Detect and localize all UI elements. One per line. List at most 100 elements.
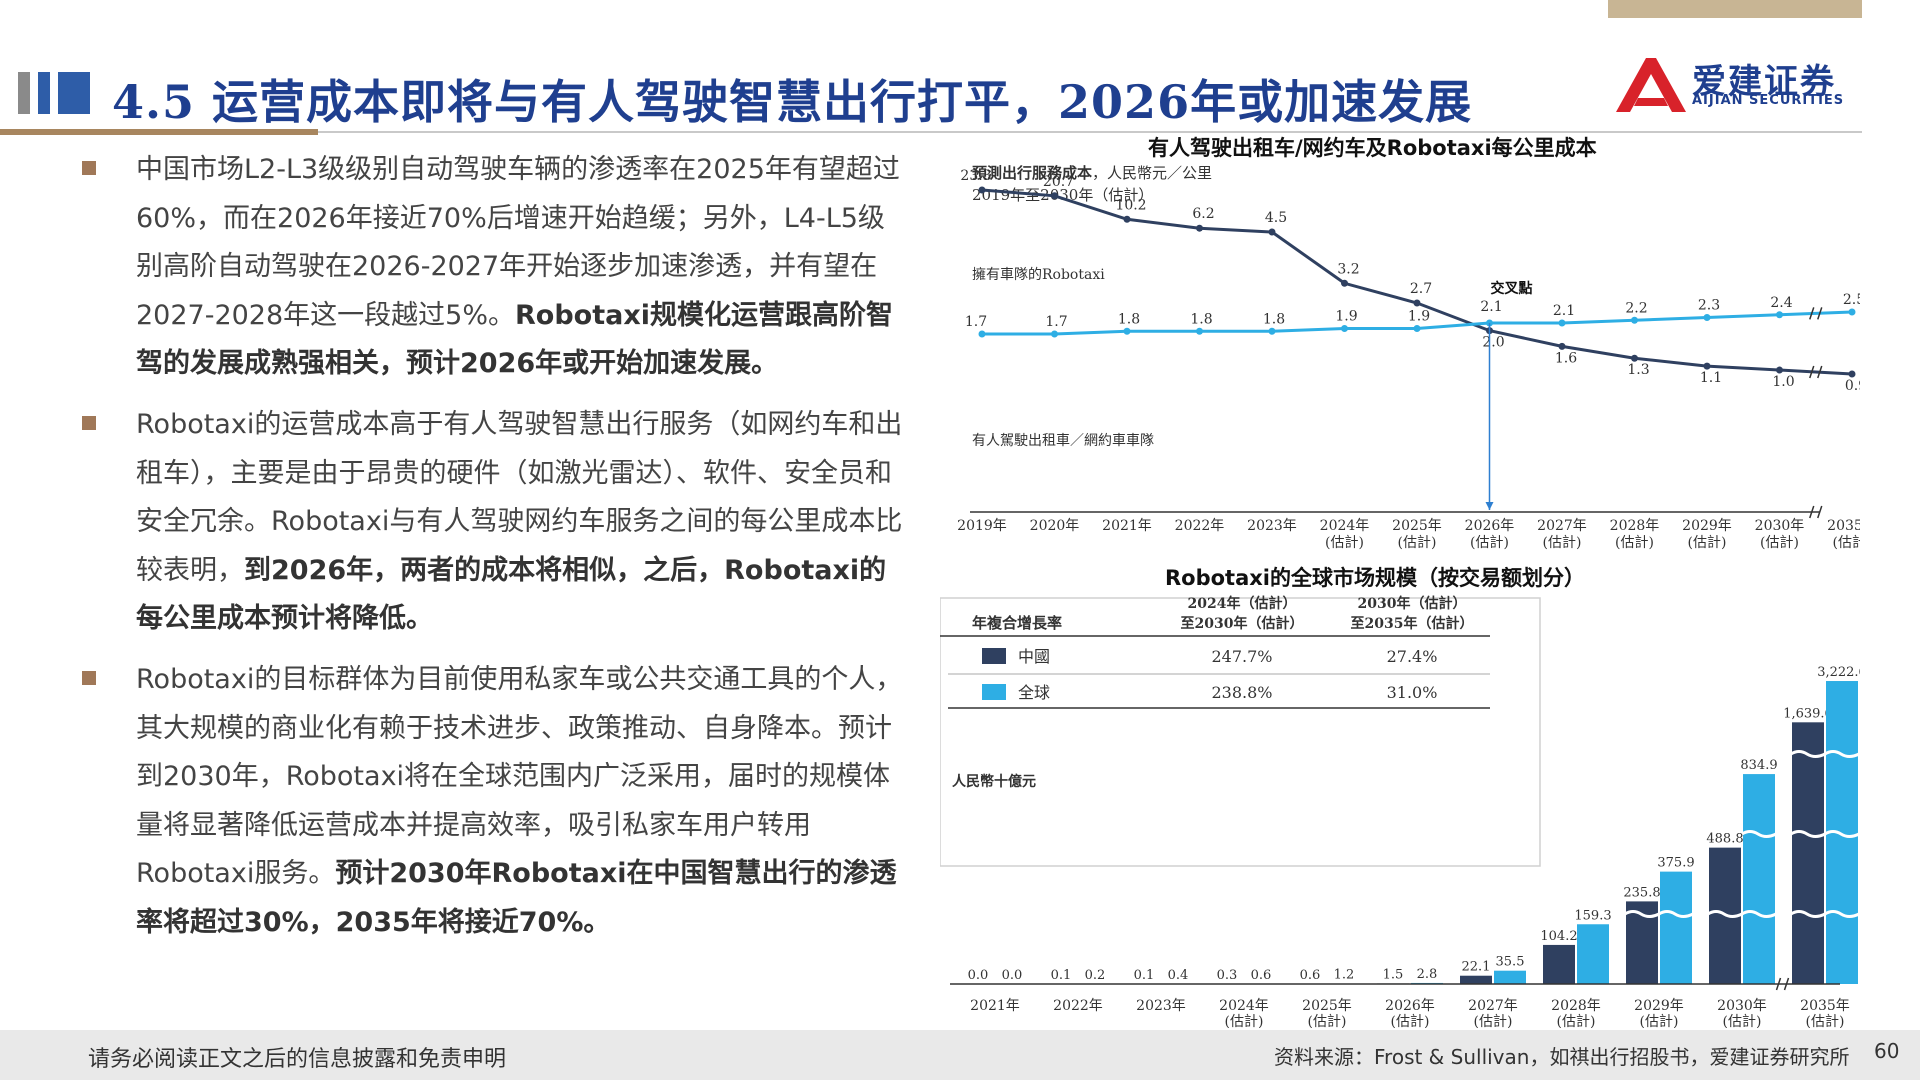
china-bar-label: 0.1 <box>1134 968 1155 983</box>
x-tick-sublabel: (估計) <box>1640 1014 1679 1028</box>
human-driven-point <box>1558 319 1566 327</box>
cagr-table-frame <box>940 597 1541 867</box>
human-driven-data-label: 2.1 <box>1480 299 1502 315</box>
china-bar-label: 0.0 <box>968 968 989 983</box>
footer-bar <box>0 1030 1920 1080</box>
cagr-col1-header: 2024年（估計） <box>1188 595 1297 612</box>
bar-break-icon <box>1624 910 1660 918</box>
robotaxi-market-bar-chart: 年複合增長率 2024年（估計） 至2030年（估計） 2030年（估計） 至2… <box>940 595 1860 1028</box>
line-series-layer: 23.3 1.7 2019年 20.7 1.7 2020年 10.2 1.8 2021年 6.2 1… <box>957 168 1860 551</box>
bar-break-icon <box>1824 830 1860 838</box>
bullet-paragraph-1: 中国市场L2-L3级级别自动驾驶车辆的渗透率在2025年有望超过60%，而在20… <box>136 146 906 389</box>
human-driven-point <box>1413 325 1421 332</box>
x-tick-label: 2019年 <box>957 518 1007 534</box>
footer-disclaimer: 请务必阅读正文之后的信息披露和免责申明 <box>88 1047 507 1072</box>
market-chart-ylabel: 人民幣十億元 <box>952 773 1036 790</box>
legend-swatch-global <box>982 684 1006 700</box>
x-tick-label: 2024年 <box>1219 998 1269 1014</box>
human-driven-data-label: 2.2 <box>1625 300 1647 316</box>
x-tick-label: 2021年 <box>1102 518 1152 534</box>
page-number: 60 <box>1874 1039 1900 1063</box>
robotaxi-point <box>1776 366 1783 374</box>
bar-break-icon <box>1790 750 1826 758</box>
market-chart-title: Robotaxi的全球市场规模（按交易额划分） <box>1165 566 1586 590</box>
human-driven-series-label: 有人駕駛出租車／網約車車隊 <box>972 432 1154 449</box>
x-tick-label: 2027年 <box>1468 998 1518 1014</box>
robotaxi-data-label: 6.2 <box>1192 206 1214 222</box>
bar-break-icon <box>1707 910 1743 918</box>
legend-label-china: 中國 <box>1018 647 1050 666</box>
robotaxi-data-label: 1.6 <box>1555 350 1577 366</box>
human-driven-data-label: 1.7 <box>1045 314 1067 330</box>
x-tick-label: 2026年 <box>1385 998 1435 1014</box>
bullet-text: 中国市场L2-L3级级别自动驾驶车辆的渗透率在2025年有望超过60%，而在20… <box>136 154 900 331</box>
china-bar-label: 488.8 <box>1706 832 1743 847</box>
human-driven-point <box>1703 314 1711 321</box>
global-bar <box>1660 871 1692 984</box>
human-driven-point <box>1776 311 1783 319</box>
bullet-paragraph-2: Robotaxi的运营成本高于有人驾驶智慧出行服务（如网约车和出租车），主要是由… <box>136 401 906 644</box>
robotaxi-data-label: 1.3 <box>1627 362 1649 378</box>
global-bar <box>1743 774 1775 984</box>
page-title: 4.5 运营成本即将与有人驾驶智慧出行打平，2026年或加速发展 <box>112 75 1473 129</box>
x-tick-label: 2035年 <box>1827 518 1860 534</box>
cagr-col2-header: 2030年（估計） <box>1358 595 1467 612</box>
robotaxi-point <box>1848 370 1856 378</box>
robotaxi-data-label: 0.9 <box>1845 378 1860 394</box>
x-tick-sublabel: (估計) <box>1760 535 1799 551</box>
x-tick-label: 2028年 <box>1610 518 1660 534</box>
bar-series-layer: 0.0 0.0 2021年 0.1 0.2 2022年 0.1 0.4 2023年 0.3 0.6 2… <box>950 665 1860 1028</box>
x-tick-label: 2023年 <box>1247 518 1297 534</box>
x-tick-sublabel: (估計) <box>1474 1014 1513 1028</box>
china-bar-label: 104.2 <box>1540 929 1577 944</box>
robotaxi-point <box>1268 228 1276 236</box>
x-tick-label: 2023年 <box>1136 998 1186 1014</box>
robotaxi-point <box>1558 342 1566 350</box>
x-tick-label: 2030年 <box>1717 998 1767 1014</box>
human-driven-point <box>1341 325 1348 332</box>
x-tick-label: 2022年 <box>1053 998 1103 1014</box>
china-bar <box>1460 975 1492 984</box>
human-driven-data-label: 1.8 <box>1263 311 1285 327</box>
global-bar <box>1494 970 1526 984</box>
title-marker-gray <box>18 72 30 114</box>
x-tick-label: 2020年 <box>1030 518 1080 534</box>
x-tick-label: 2021年 <box>970 998 1020 1014</box>
x-tick-label: 2025年 <box>1392 518 1442 534</box>
bullet-bold-text: 到2026年，两者的成本将相似，之后，Robotaxi的每公里成本预计将降低。 <box>136 554 887 635</box>
china-bar-label: 22.1 <box>1462 960 1491 975</box>
human-driven-data-label: 2.1 <box>1553 303 1575 319</box>
robotaxi-data-label: 3.2 <box>1337 261 1359 277</box>
x-tick-sublabel: (估計) <box>1557 1014 1596 1028</box>
x-tick-label: 2035年 <box>1800 998 1850 1014</box>
global-bar <box>1577 924 1609 984</box>
title-underline <box>318 131 1862 133</box>
human-driven-data-label: 2.3 <box>1698 298 1720 314</box>
bullet-text: Robotaxi的运营成本高于有人驾驶智慧出行服务（如网约车和出租车），主要是由… <box>136 409 903 586</box>
cagr-global-v1: 238.8% <box>1211 683 1272 702</box>
robotaxi-point <box>1703 362 1711 370</box>
global-bar-label: 375.9 <box>1657 856 1694 871</box>
robotaxi-data-label: 2.0 <box>1482 335 1504 351</box>
human-driven-point <box>1848 308 1856 316</box>
robotaxi-point <box>1413 299 1421 307</box>
global-bar-label: 2.8 <box>1417 967 1438 982</box>
human-driven-point <box>1196 327 1203 335</box>
x-tick-sublabel: (估計) <box>1543 535 1582 551</box>
china-bar-label: 1,639.6 <box>1783 706 1833 721</box>
robotaxi-data-label: 1.1 <box>1700 370 1722 386</box>
global-bar-label: 159.3 <box>1574 908 1611 923</box>
bar-break-icon <box>1824 910 1860 918</box>
cost-chart-title: 有人驾驶出租车/网约车及Robotaxi每公里成本 <box>1148 136 1597 160</box>
x-tick-label: 2026年 <box>1465 518 1515 534</box>
bar-break-icon <box>1658 910 1694 918</box>
cagr-col2-header-2: 至2035年（估計） <box>1351 615 1474 632</box>
bullet-bold-text: Robotaxi规模化运营跟高阶智驾的发展成熟强相关，预计2026年或开始加速发… <box>136 299 894 380</box>
bullet-marker <box>82 416 96 430</box>
axis-break-icon <box>1809 307 1823 320</box>
human-driven-data-label: 2.4 <box>1770 295 1792 311</box>
cost-per-km-line-chart: 預測出行服務成本，人民幣元／公里 2019年至2030年（估計） 23.3 1.7… <box>957 164 1860 551</box>
top-accent-bar <box>1608 0 1862 18</box>
human-driven-point <box>1268 327 1276 335</box>
logo-subtext: AIJIAN SECURITIES <box>1692 93 1845 108</box>
